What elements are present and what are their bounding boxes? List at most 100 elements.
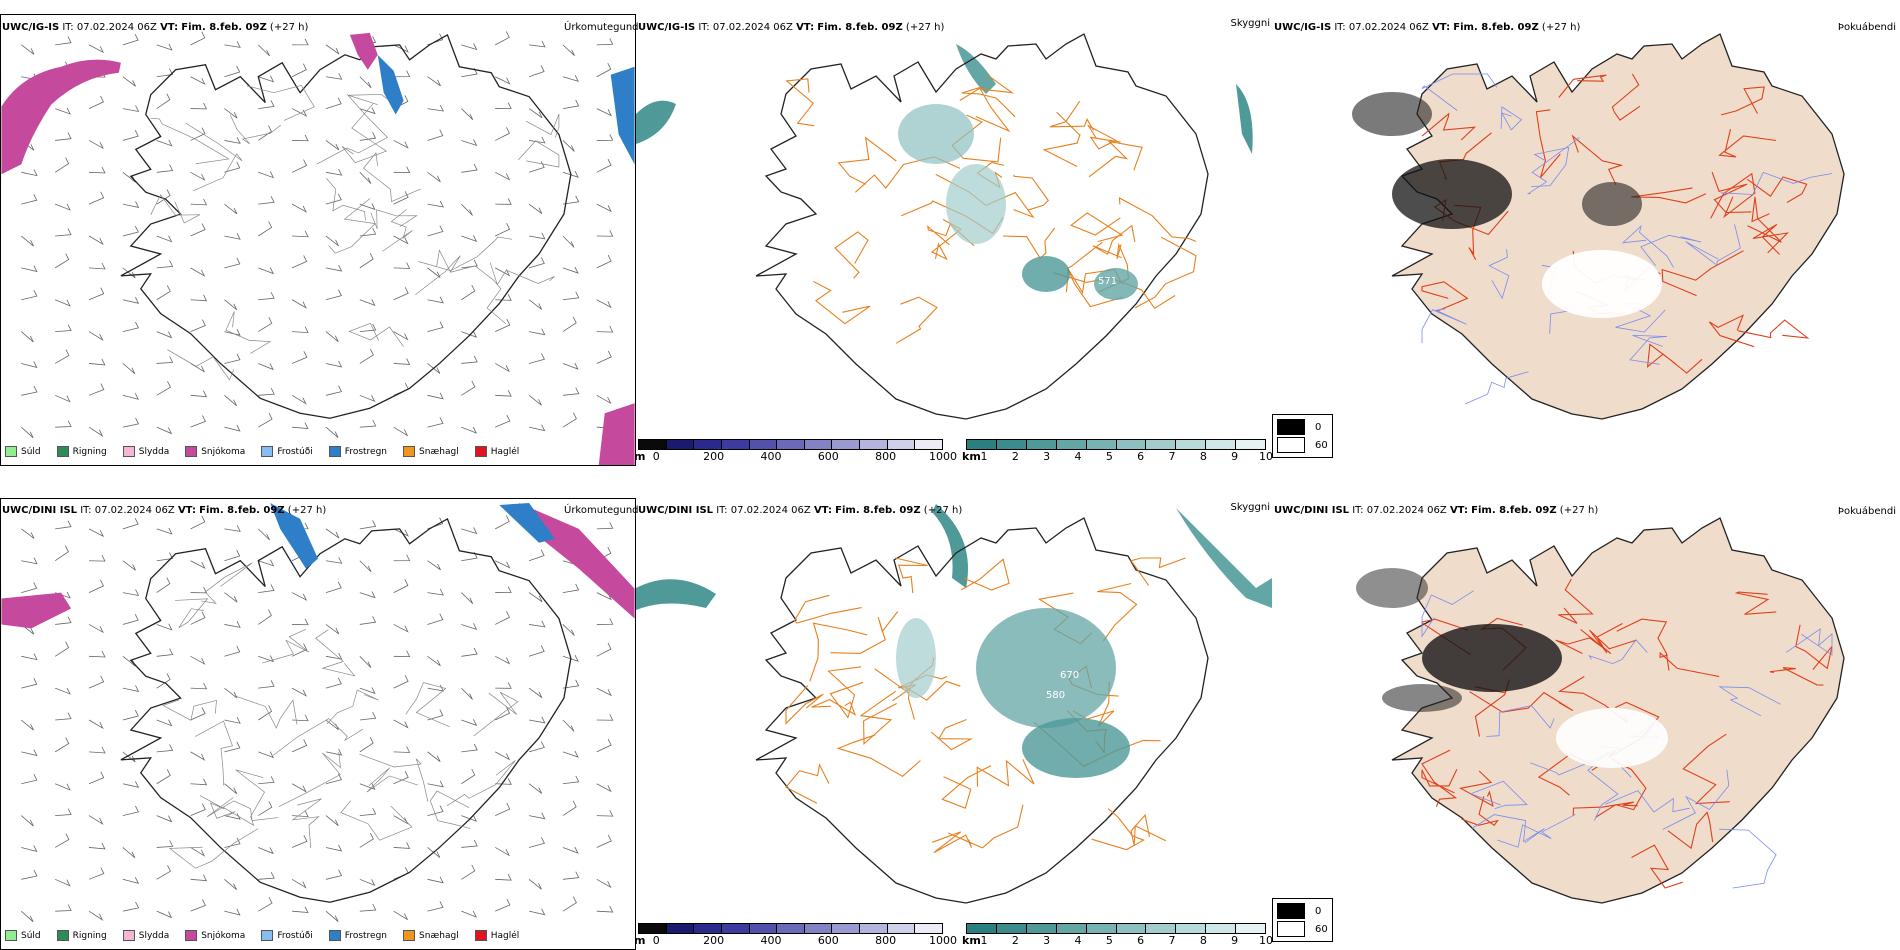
wind-barb [427,129,444,141]
wind-barb [122,363,136,375]
wind-barb [325,264,343,272]
legend-swatch [122,446,135,457]
wind-barb [393,235,409,245]
wind-barb [528,353,545,364]
road-segment [1795,624,1833,670]
panel-title-fog: Þokuábendi [1837,22,1896,33]
fog-dark-area-3 [1382,684,1462,712]
colorbar-tick: 3 [1043,934,1051,947]
colorbar-unit: km [962,450,981,463]
wind-barb [55,712,72,721]
valid-label: VT: [177,505,196,516]
wind-barb [190,390,208,398]
wind-barb [562,291,580,301]
wind-barb [156,744,174,753]
colorbar-swatch [639,924,667,933]
wind-barb [562,316,577,332]
wind-barb [156,840,174,848]
wind-barb [359,807,377,816]
wind-barb [359,520,377,530]
legend-swatch [5,446,17,457]
wind-barb [21,331,34,343]
road-segment [1621,225,1674,268]
wind-barb [427,780,444,788]
wind-barb [21,773,38,785]
ceiling-colorbar: m 0 200 400 600 800 1000 [636,923,957,948]
wind-barb [562,235,575,248]
colorbar-swatch [860,440,888,449]
wind-barb [562,412,577,428]
legend-swatch [474,446,487,457]
legend-label: Frostregn [344,930,388,941]
colorbar-swatch [832,440,861,449]
wind-barb [224,257,241,269]
road-segment [1421,281,1469,312]
wind-barb [495,171,511,181]
colorbar-swatch [666,924,695,933]
wind-barb [427,709,444,721]
wind-barb [461,864,476,880]
legend-swatch [185,930,198,941]
wind-barb [427,613,444,625]
wind-barb [596,254,612,269]
valid-time: Fim. 8.feb. 09Z [181,22,267,33]
wind-barb [359,736,374,753]
wind-barb [528,837,545,848]
wind-barb [55,36,72,46]
wind-barb [461,426,478,434]
visibility-ticks: km 1 2 3 4 5 6 7 8 9 10 [962,934,1272,948]
road-segment [341,103,388,164]
colorbar-swatch [887,924,916,933]
colorbar-tick: 400 [760,934,782,947]
iceland-fog-map [1356,517,1845,904]
wind-barb [54,641,70,657]
road-segment [813,281,871,325]
colorbar-swatch [967,440,997,449]
wind-barbs [21,515,614,923]
wind-barb [190,655,206,665]
wind-barb [359,616,377,625]
wind-barb [292,230,309,238]
road-segment [325,177,366,221]
panel-title-precip: Úrkomutegund [564,505,639,516]
wind-barb [224,424,241,432]
road-segment [1605,790,1690,813]
wind-barb [393,675,409,689]
legend-swatch [328,446,341,457]
wind-barb [122,417,140,428]
wind-barb [596,350,612,364]
wind-barb [562,750,579,758]
wind-barb [427,104,444,112]
wind-barb [461,592,474,605]
wind-barb [528,203,543,214]
iceland-fog-map [1352,33,1845,420]
wind-barb [21,678,38,689]
wind-barb [55,783,71,791]
colorbar-swatch [1116,924,1147,933]
fog-legend-swatch [1277,903,1305,919]
legend-label: Frostúði [277,930,313,941]
colorbar-swatch [1056,924,1087,933]
header-top-right: UWC/IG-IS IT: 07.02.2024 06Z VT: Fim. 8.… [1274,22,1580,33]
wind-barb [291,835,308,848]
visibility-panel-top: 571 Skyggni m 0 200 400 600 800 1000 km 1 2 3 4 5 6 7… [636,14,1272,466]
header-top-left: UWC/IG-IS IT: 07.02.2024 06Z VT: Fim. 8.… [2,22,308,33]
frostregn-ne [270,502,318,569]
legend-swatch [403,930,416,941]
wind-barb [156,43,173,51]
wind-barb [224,353,241,364]
wind-barb [359,299,376,307]
legend-item: Slydda [122,930,169,941]
wind-barb [122,655,136,667]
wind-barb [393,331,409,341]
wind-barb [156,260,174,269]
wind-barb [292,618,309,626]
wind-barb [528,741,545,753]
wind-barb [393,554,411,562]
road-segment [1685,224,1741,267]
road-segment [1421,112,1477,141]
road-segment [1535,109,1561,178]
ceiling-ticks: m 0 200 400 600 800 1000 [636,934,957,948]
road-segment [185,122,243,192]
road-segment [1659,651,1720,678]
